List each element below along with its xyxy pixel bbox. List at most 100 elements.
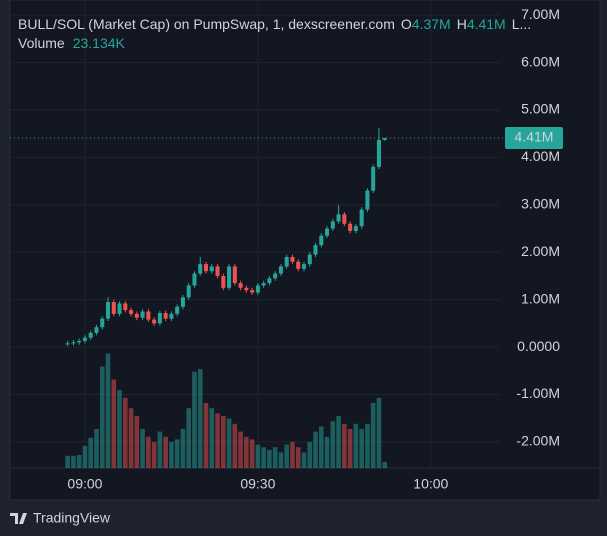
candle-body [290,256,295,262]
y-tick-label: 4.00M [521,148,560,164]
candle-body [325,228,330,236]
volume-bar [180,429,186,468]
candle-body [313,245,318,255]
volume-bar [318,426,324,468]
candle-body [157,312,162,324]
candle-body [77,340,82,343]
plot: 7.00M 6.00M 5.00M 4.00M 3.00M 2.00M 1.00M 0.000… [10,0,563,492]
y-tick-label: 7.00M [521,6,560,22]
volume-bar [255,444,261,468]
ohlc-key: L... [512,16,531,32]
x-tick-label: 09:00 [67,476,102,492]
candle-body [105,302,111,319]
volume-bar [151,442,157,468]
x-tick-label: 09:30 [240,476,275,492]
volume-bar [215,413,220,468]
candle-body [307,254,312,265]
candle-body [134,313,139,318]
chart-title: BULL/SOL (Market Cap) on PumpSwap, 1, de… [18,16,395,32]
candle-body [186,285,191,298]
volume-bar [244,436,249,468]
volume-bar [99,366,105,468]
y-tick-label: 3.00M [521,196,560,212]
candle-body [221,275,226,288]
candle-body [250,290,255,293]
candle-body [348,223,353,231]
candle-body [330,221,335,229]
candle-body [198,264,203,274]
candle-body [376,139,381,167]
candle-body [192,273,197,286]
candle-body [215,266,220,276]
volume-bar [295,447,301,468]
candle-body [342,214,347,224]
volume-bar [232,423,238,468]
logo-icon [10,513,27,524]
volume-bar [82,445,88,468]
candle-body [365,190,370,210]
candle-body [255,285,260,293]
candle-body [140,311,145,318]
volume-bar [134,416,140,468]
volume-bar [370,403,376,468]
candle-body [65,343,70,345]
candle-body [267,278,272,284]
candle-body [152,319,157,324]
volume-bar [272,447,278,468]
brand-name: TradingView [33,510,111,526]
volume-bar [382,461,388,468]
volume-bar [111,379,117,468]
candle-body [273,273,278,279]
volume-bar [261,447,266,468]
x-tick-label: 10:00 [413,476,448,492]
last-price-tag [505,126,563,149]
volume-value: 23.134K [73,35,126,51]
legend-line: BULL/SOL (Market Cap) on PumpSwap, 1, de… [18,16,531,32]
volume-bar [226,418,232,468]
volume-bar [278,452,284,468]
candle-body [129,310,134,314]
ohlc-value: 4.41M [467,16,506,32]
candle-body [175,306,180,314]
y-tick-label: 5.00M [521,101,560,117]
candle-body [117,303,122,314]
volume-bar [336,416,341,468]
volume-bar [197,369,203,468]
volume-bar [88,437,94,468]
candle-body [209,266,214,272]
last-price-label: 4.41M [515,129,554,145]
candle-body [232,266,237,284]
volume-bar [301,452,307,468]
volume-bar [163,436,168,468]
candle-body [180,297,185,307]
candle-body [203,264,209,272]
candle-body [382,137,387,140]
volume-bar [330,421,336,468]
candle-body [336,214,341,222]
candle-body [261,283,266,286]
ohlc-key: H [457,16,467,32]
candle-body [71,342,76,344]
candle-body [227,266,232,288]
volume-bar [284,444,290,468]
volume-bar [122,397,128,468]
volume-legend: Volume 23.134K [18,35,126,51]
candle-body [169,313,174,319]
volume-bar [203,403,209,468]
ohlc-value: 4.37M [412,16,451,32]
volume-bar [238,431,243,468]
volume-bar [365,423,370,468]
candle-body [359,209,364,227]
ohlc-key: O [401,16,412,32]
candle-body [163,312,168,319]
volume-bar [117,390,122,468]
chart-panel [9,0,601,501]
volume-bar [157,431,163,468]
candle-body [111,302,116,314]
volume-bar [347,429,353,468]
volume-bar [307,442,313,468]
candle-body [371,166,376,191]
candle-body [353,226,358,231]
volume-bar [146,436,151,468]
y-tick-label: 6.00M [521,53,560,69]
